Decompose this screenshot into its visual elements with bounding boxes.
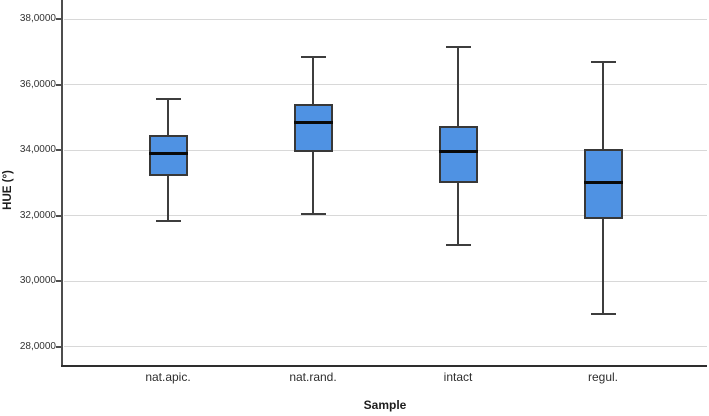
gridline: [64, 346, 707, 348]
whisker-cap-lower: [155, 219, 181, 222]
whisker-cap-upper: [590, 60, 616, 63]
y-tick-label: 32,0000: [19, 209, 56, 221]
category-label: intact: [443, 370, 473, 384]
whisker-lower: [602, 219, 604, 315]
y-tick-label: 28,0000: [19, 340, 56, 352]
median-line: [438, 150, 478, 154]
whisker-cap-upper: [445, 45, 471, 48]
box: [438, 125, 478, 183]
gridline: [64, 215, 707, 217]
whisker-lower: [167, 176, 169, 221]
y-tick-mark: [56, 83, 61, 86]
y-tick-label: 34,0000: [19, 144, 56, 156]
y-axis-title: HUE (°): [2, 170, 14, 210]
gridline: [64, 149, 707, 151]
y-axis-line: [61, 0, 63, 366]
category-label: nat.apic.: [145, 370, 191, 384]
whisker-lower: [312, 151, 314, 215]
median-line: [148, 151, 188, 155]
y-tick-label: 30,0000: [19, 275, 56, 287]
y-tick-label: 38,0000: [19, 13, 56, 25]
x-axis-title: Sample: [363, 398, 407, 412]
whisker-cap-lower: [590, 313, 616, 316]
y-tick-mark: [56, 345, 61, 348]
whisker-upper: [602, 61, 604, 149]
y-tick-mark: [56, 18, 61, 21]
gridline: [64, 84, 707, 86]
median-line: [583, 181, 623, 185]
box: [293, 104, 333, 152]
y-tick-label: 36,0000: [19, 78, 56, 90]
gridline: [64, 280, 707, 282]
y-tick-mark: [56, 149, 61, 152]
gridline: [64, 18, 707, 20]
x-axis-line: [61, 365, 707, 367]
category-label: regul.: [587, 370, 619, 384]
y-tick-mark: [56, 214, 61, 217]
whisker-cap-lower: [445, 244, 471, 247]
whisker-cap-lower: [300, 213, 326, 216]
box: [148, 135, 188, 177]
whisker-lower: [457, 182, 459, 246]
whisker-upper: [312, 56, 314, 105]
median-line: [293, 120, 333, 124]
whisker-upper: [457, 46, 459, 126]
y-tick-mark: [56, 280, 61, 283]
whisker-cap-upper: [300, 55, 326, 58]
whisker-cap-upper: [155, 98, 181, 101]
category-label: nat.rand.: [289, 370, 337, 384]
whisker-upper: [167, 99, 169, 136]
